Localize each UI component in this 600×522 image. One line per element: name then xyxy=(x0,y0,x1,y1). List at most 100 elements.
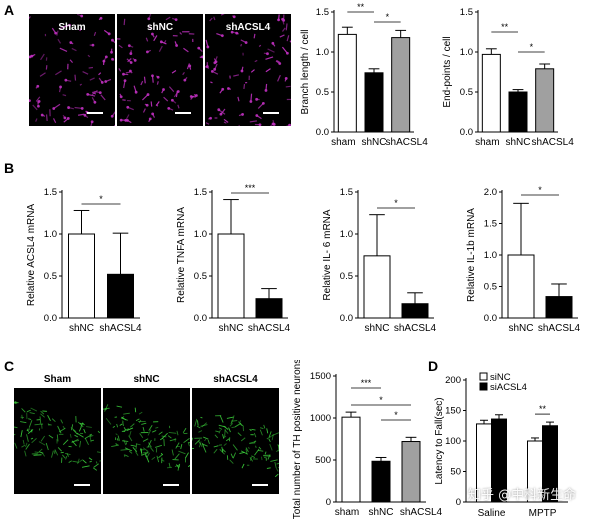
stain-mark xyxy=(114,124,122,129)
stain-mark xyxy=(95,461,98,464)
bar-shnc xyxy=(364,72,384,133)
stain-mark xyxy=(71,440,77,447)
y-tick-label: 2.0 xyxy=(484,187,497,198)
stain-cell xyxy=(197,46,201,50)
y-tick-label: 1.5 xyxy=(340,187,353,198)
y-tick-label: 0 xyxy=(326,497,331,508)
stain-mark xyxy=(39,72,46,77)
stain-mark xyxy=(218,424,226,428)
stain-mark xyxy=(232,444,238,451)
bar-shnc xyxy=(363,255,391,319)
y-tick-label: 0.0 xyxy=(194,313,207,324)
bar-siacsl4-mptp xyxy=(542,425,558,503)
stain-mark xyxy=(116,438,119,441)
stain-mark xyxy=(29,412,35,415)
stain-mark xyxy=(254,448,260,456)
stain-mark xyxy=(76,432,84,438)
watermark: 知乎 @中科新生命 xyxy=(468,488,577,503)
stain-mark xyxy=(93,463,99,468)
stain-mark xyxy=(89,435,94,438)
bar-shacsl4 xyxy=(107,273,134,319)
stain-mark xyxy=(68,460,72,463)
stain-cell xyxy=(162,88,165,91)
stain-cell xyxy=(240,69,244,73)
stain-cell xyxy=(80,107,84,110)
stain-mark xyxy=(251,428,256,431)
stain-mark xyxy=(135,443,138,450)
stain-mark xyxy=(79,459,84,463)
stain-mark xyxy=(171,70,177,74)
stain-mark xyxy=(150,447,154,452)
stain-mark xyxy=(201,443,208,447)
stain-mark xyxy=(249,428,252,432)
stain-mark xyxy=(210,81,213,84)
stain-mark xyxy=(124,454,129,458)
stain-mark xyxy=(222,448,226,453)
stain-mark xyxy=(233,74,240,77)
stain-cell xyxy=(100,81,104,84)
stain-mark xyxy=(120,449,128,451)
stain-mark xyxy=(93,467,98,471)
significance-label: * xyxy=(386,12,390,22)
stain-mark xyxy=(156,455,160,463)
stain-mark xyxy=(132,447,138,452)
significance-label: * xyxy=(394,198,398,208)
stain-cell xyxy=(227,87,230,90)
stain-cell xyxy=(123,79,127,83)
micrograph-c-shacsl4-image xyxy=(190,388,281,494)
stain-mark xyxy=(54,449,59,456)
micrograph-c-shnc-label: shNC xyxy=(133,374,160,385)
stain-mark xyxy=(111,444,119,448)
stain-cell xyxy=(188,64,192,68)
stain-mark xyxy=(266,435,272,440)
stain-mark xyxy=(142,451,149,454)
stain-mark xyxy=(158,454,163,459)
y-tick-label: 1.5 xyxy=(194,187,207,198)
stain-mark xyxy=(79,28,82,32)
scale-bar xyxy=(252,484,268,486)
stain-mark xyxy=(268,438,271,443)
stain-mark xyxy=(117,435,120,441)
stain-mark xyxy=(80,422,84,427)
stain-mark xyxy=(14,401,17,403)
x-tick-label: shACSL4 xyxy=(400,507,443,518)
y-tick-label: 1.0 xyxy=(194,229,207,240)
stain-mark xyxy=(130,444,137,447)
stain-mark xyxy=(98,72,102,76)
micrograph-background xyxy=(205,14,291,126)
stain-mark xyxy=(215,430,220,433)
stain-mark xyxy=(225,438,230,442)
stain-mark xyxy=(47,414,51,422)
stain-mark xyxy=(253,432,257,438)
stain-cell xyxy=(99,16,103,20)
y-tick-label: 100 xyxy=(445,436,461,447)
bar-shacsl4 xyxy=(255,298,283,319)
stain-cell xyxy=(110,50,113,54)
stain-mark xyxy=(26,429,30,432)
y-tick-label: 0.5 xyxy=(44,271,57,282)
legend-swatch-sinc xyxy=(479,372,488,381)
micrograph-a-shnc: shNC xyxy=(116,12,204,126)
stain-mark xyxy=(115,443,118,446)
stain-mark xyxy=(69,59,74,64)
stain-mark xyxy=(25,442,28,448)
stain-mark xyxy=(87,54,91,58)
stain-mark xyxy=(239,423,244,427)
y-tick-label: 1.5 xyxy=(316,7,329,18)
y-axis-label: Relative IL-1b mRNA xyxy=(466,208,477,302)
chart-end-points: End-points / cell 0.0 0.5 1.0 1.5 sham shNC shA… xyxy=(442,7,574,148)
stain-mark xyxy=(69,433,72,438)
y-tick-label: 1.0 xyxy=(340,229,353,240)
stain-mark xyxy=(158,431,163,435)
stain-mark xyxy=(266,428,269,434)
stain-mark xyxy=(71,47,77,52)
panel-letter-a: A xyxy=(4,2,15,18)
stain-mark xyxy=(158,45,163,52)
stain-mark xyxy=(78,426,82,432)
chart-branch-length: Branch length / cell 0.0 0.5 1.0 1.5 sham shNC… xyxy=(300,2,428,148)
stain-mark xyxy=(40,410,45,415)
stain-mark xyxy=(30,429,33,433)
stain-cell xyxy=(249,100,253,103)
stain-mark xyxy=(161,459,165,462)
stain-mark xyxy=(84,437,89,445)
